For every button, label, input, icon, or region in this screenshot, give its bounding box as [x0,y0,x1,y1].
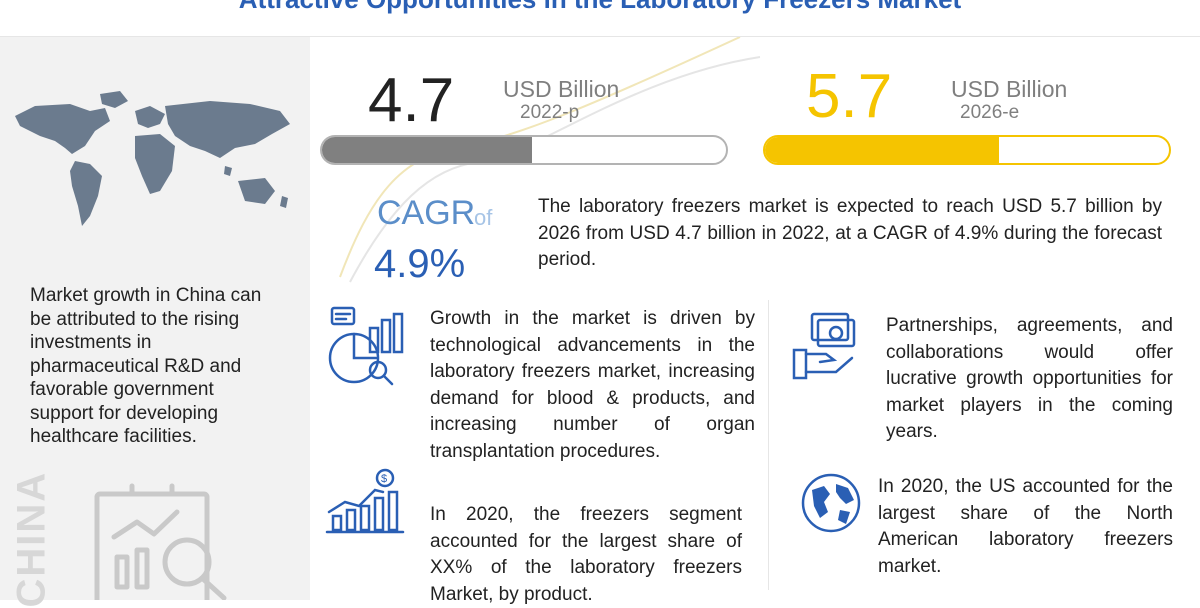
metric-year-2022: 2022-p [520,102,580,123]
cagr-of: of [474,205,493,230]
cagr-label: CAGR [377,194,476,232]
progress-fill-2026 [765,137,1000,163]
globe-icon [800,472,862,534]
highlight-freezers-segment: In 2020, the freezers segment accounted … [430,504,742,605]
metric-value-2026: 5.7 [806,62,893,131]
highlight-partnerships: Partnerships, agreements, and collaborat… [886,315,1173,442]
china-insight-text: Market growth in China can be attributed… [30,285,262,447]
country-label: CHINA [9,470,54,608]
progress-bar-2022 [320,135,728,165]
metric-unit-2022: USD Billion [503,76,620,102]
cagr-value: 4.9% [374,242,466,286]
analytics-icon [326,306,412,396]
growth-chart-icon: $ [325,468,405,536]
metric-year-2026: 2026-e [960,102,1020,123]
highlight-us-share: In 2020, the US accounted for the larges… [878,476,1173,577]
column-divider [768,300,769,590]
cagr-description: The laboratory freezers market is expect… [538,196,1162,270]
world-map-icon [10,86,295,236]
analysis-board-icon [92,482,232,600]
highlight-technology: Growth in the market is driven by techno… [430,308,755,462]
divider [0,36,1200,37]
progress-fill-2022 [322,137,533,163]
metric-value-2022: 4.7 [368,66,455,135]
metric-unit-2026: USD Billion [951,76,1068,102]
page-title: Attractive Opportunities in the Laborato… [0,0,1200,15]
money-hand-icon [790,310,860,382]
progress-bar-2026 [763,135,1171,165]
svg-text:$: $ [381,473,387,485]
